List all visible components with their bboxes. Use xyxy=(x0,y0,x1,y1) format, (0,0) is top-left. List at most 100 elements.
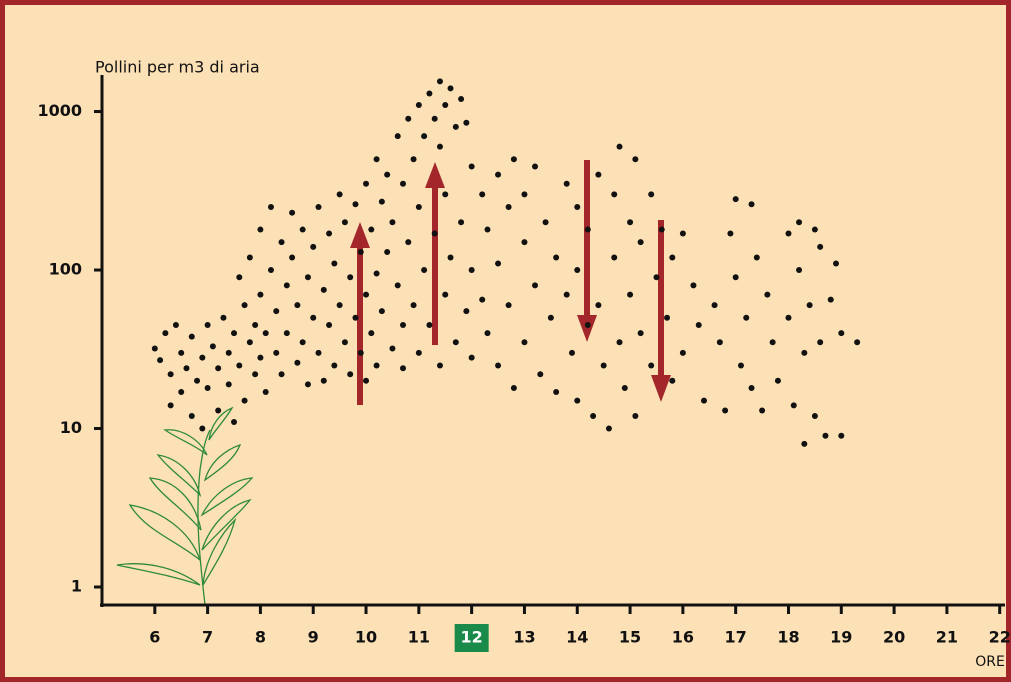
point xyxy=(411,156,417,162)
point xyxy=(294,360,300,366)
point xyxy=(389,345,395,351)
point xyxy=(448,254,454,260)
point xyxy=(648,362,654,368)
point xyxy=(411,302,417,308)
chart: Pollini per m3 di aria ORE 1101001000678… xyxy=(0,0,1011,682)
point xyxy=(537,371,543,377)
point xyxy=(342,339,348,345)
point xyxy=(226,350,232,356)
point xyxy=(664,315,670,321)
point xyxy=(701,398,707,404)
point xyxy=(617,339,623,345)
point xyxy=(263,330,269,336)
y-tick-label: 10 xyxy=(60,418,82,437)
point xyxy=(638,239,644,245)
point xyxy=(273,350,279,356)
point xyxy=(284,282,290,288)
point xyxy=(247,339,253,345)
x-tick-label: 22 xyxy=(989,628,1011,647)
point xyxy=(199,355,205,361)
point xyxy=(564,292,570,298)
point xyxy=(363,181,369,187)
point xyxy=(574,204,580,210)
point xyxy=(162,330,168,336)
point xyxy=(178,350,184,356)
point xyxy=(173,322,179,328)
point xyxy=(331,362,337,368)
point xyxy=(743,315,749,321)
x-tick-label: 13 xyxy=(513,628,535,647)
point xyxy=(770,339,776,345)
point xyxy=(273,308,279,314)
y-tick-label: 1 xyxy=(71,577,82,596)
point xyxy=(352,201,358,207)
point xyxy=(300,339,306,345)
x-tick-label: 8 xyxy=(255,628,266,647)
point xyxy=(553,389,559,395)
point xyxy=(231,419,237,425)
point xyxy=(279,371,285,377)
point xyxy=(384,249,390,255)
x-tick-label: 19 xyxy=(830,628,852,647)
point xyxy=(374,156,380,162)
point xyxy=(463,120,469,126)
point xyxy=(506,204,512,210)
point xyxy=(268,204,274,210)
point xyxy=(659,227,665,233)
point xyxy=(421,267,427,273)
x-tick-label: 6 xyxy=(149,628,160,647)
point xyxy=(469,267,475,273)
point xyxy=(521,191,527,197)
point xyxy=(194,378,200,384)
point xyxy=(379,308,385,314)
point xyxy=(226,381,232,387)
point xyxy=(817,244,823,250)
point xyxy=(426,322,432,328)
point xyxy=(416,350,422,356)
point xyxy=(484,227,490,233)
point xyxy=(764,292,770,298)
point xyxy=(484,330,490,336)
point xyxy=(189,413,195,419)
point xyxy=(759,407,765,413)
x-tick-label: 18 xyxy=(777,628,799,647)
point xyxy=(268,267,274,273)
point xyxy=(395,282,401,288)
x-tick-label: 10 xyxy=(355,628,377,647)
point xyxy=(495,172,501,178)
point xyxy=(801,350,807,356)
point xyxy=(400,322,406,328)
point xyxy=(352,315,358,321)
point xyxy=(368,227,374,233)
point xyxy=(189,334,195,340)
point xyxy=(416,102,422,108)
point xyxy=(342,219,348,225)
point xyxy=(205,322,211,328)
point xyxy=(653,274,659,280)
point xyxy=(326,322,332,328)
point xyxy=(754,254,760,260)
point xyxy=(157,357,163,363)
point xyxy=(432,116,438,122)
point xyxy=(601,362,607,368)
point xyxy=(263,389,269,395)
point xyxy=(822,433,828,439)
point xyxy=(426,90,432,96)
point xyxy=(680,350,686,356)
x-tick-label: 15 xyxy=(619,628,641,647)
point xyxy=(210,343,216,349)
point xyxy=(463,308,469,314)
point xyxy=(247,254,253,260)
point xyxy=(812,227,818,233)
point xyxy=(289,254,295,260)
point xyxy=(595,302,601,308)
point xyxy=(495,260,501,266)
point xyxy=(733,274,739,280)
point xyxy=(669,378,675,384)
point xyxy=(442,102,448,108)
point xyxy=(785,315,791,321)
point xyxy=(749,201,755,207)
point xyxy=(437,144,443,150)
point xyxy=(168,402,174,408)
point xyxy=(242,302,248,308)
